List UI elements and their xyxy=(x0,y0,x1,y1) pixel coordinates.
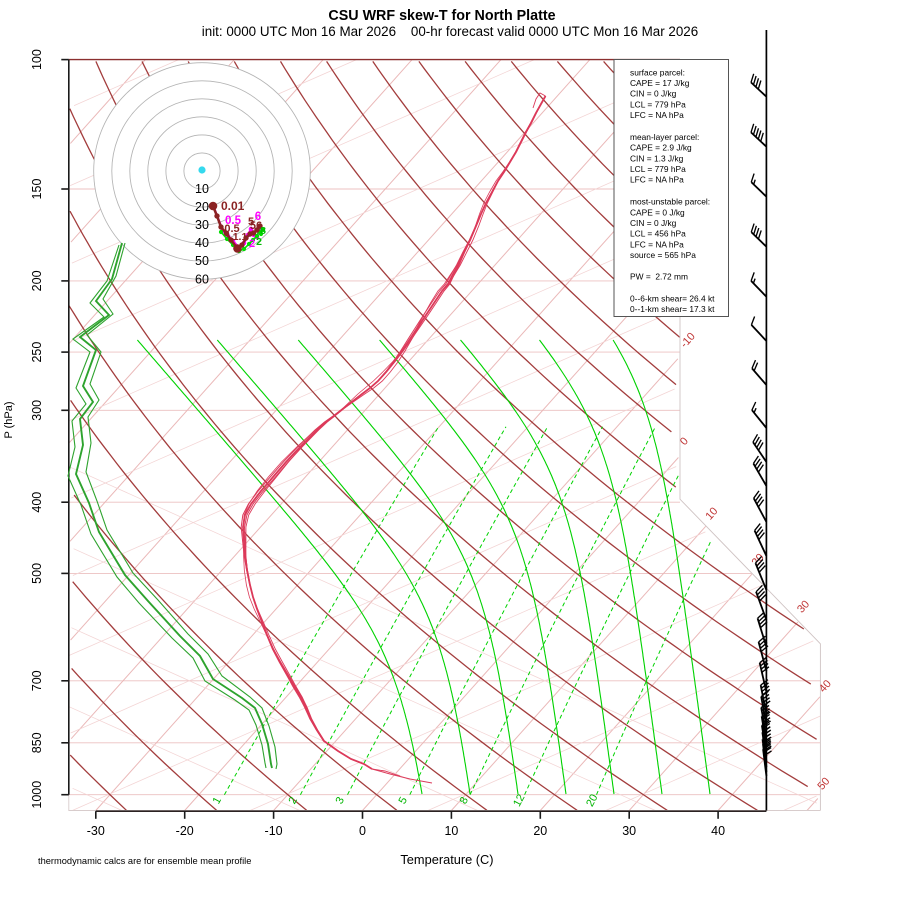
svg-text:CAPE = 17 J/kg: CAPE = 17 J/kg xyxy=(630,78,690,88)
svg-text:Temperature (C): Temperature (C) xyxy=(400,852,493,867)
svg-text:2: 2 xyxy=(256,236,262,248)
svg-text:PW = 2.72 mm: PW = 2.72 mm xyxy=(630,272,688,282)
svg-text:2: 2 xyxy=(287,795,300,806)
svg-text:700: 700 xyxy=(30,670,44,691)
svg-text:surface parcel:: surface parcel: xyxy=(630,67,685,77)
svg-text:0: 0 xyxy=(359,824,366,838)
svg-text:20: 20 xyxy=(584,792,600,808)
svg-text:thermodynamic calcs are for en: thermodynamic calcs are for ensemble mea… xyxy=(38,856,251,866)
svg-text:150: 150 xyxy=(30,179,44,200)
svg-text:50: 50 xyxy=(195,254,209,268)
svg-text:250: 250 xyxy=(30,342,44,363)
svg-text:most-unstable parcel:: most-unstable parcel: xyxy=(630,197,710,207)
svg-text:LFC = NA hPa: LFC = NA hPa xyxy=(630,175,684,185)
svg-text:LFC = NA hPa: LFC = NA hPa xyxy=(630,239,684,249)
svg-text:0.5: 0.5 xyxy=(225,215,242,227)
svg-text:CAPE = 0 J/kg: CAPE = 0 J/kg xyxy=(630,207,685,217)
svg-text:mean-layer parcel:: mean-layer parcel: xyxy=(630,132,699,142)
svg-text:500: 500 xyxy=(30,563,44,584)
svg-text:CSU WRF skew-T for North Platt: CSU WRF skew-T for North Platte xyxy=(328,8,555,24)
svg-text:LCL = 779 hPa: LCL = 779 hPa xyxy=(630,99,686,109)
svg-text:CIN = 0 J/kg: CIN = 0 J/kg xyxy=(630,218,677,228)
svg-text:200: 200 xyxy=(30,270,44,291)
svg-text:P (hPa): P (hPa) xyxy=(3,401,15,438)
svg-text:400: 400 xyxy=(30,492,44,513)
svg-text:0.01: 0.01 xyxy=(221,199,245,213)
svg-text:init: 0000 UTC Mon 16 Mar 2026: init: 0000 UTC Mon 16 Mar 2026 00-hr for… xyxy=(202,24,698,39)
svg-text:1: 1 xyxy=(211,795,224,806)
svg-text:6: 6 xyxy=(255,211,261,223)
svg-text:100: 100 xyxy=(30,49,44,70)
svg-text:1.1: 1.1 xyxy=(233,231,248,243)
svg-text:850: 850 xyxy=(30,732,44,753)
svg-text:LFC = NA hPa: LFC = NA hPa xyxy=(630,110,684,120)
svg-text:3: 3 xyxy=(334,795,347,806)
svg-text:12: 12 xyxy=(511,792,527,808)
svg-text:-30: -30 xyxy=(87,824,105,838)
svg-text:source = 565 hPa: source = 565 hPa xyxy=(630,250,696,260)
svg-text:1000: 1000 xyxy=(30,781,44,809)
svg-text:56: 56 xyxy=(250,220,262,232)
svg-text:10: 10 xyxy=(195,182,209,196)
svg-text:30: 30 xyxy=(195,218,209,232)
svg-text:8: 8 xyxy=(458,795,471,806)
svg-text:30: 30 xyxy=(622,824,636,838)
svg-text:LCL = 779 hPa: LCL = 779 hPa xyxy=(630,164,686,174)
svg-text:CAPE = 2.9 J/kg: CAPE = 2.9 J/kg xyxy=(630,143,692,153)
svg-text:0--6-km shear= 26.4 kt: 0--6-km shear= 26.4 kt xyxy=(630,293,715,303)
svg-text:0.5: 0.5 xyxy=(224,223,239,235)
svg-text:20: 20 xyxy=(195,200,209,214)
svg-text:8: 8 xyxy=(260,225,266,237)
svg-text:-20: -20 xyxy=(176,824,194,838)
svg-text:10: 10 xyxy=(444,824,458,838)
svg-text:40: 40 xyxy=(195,236,209,250)
svg-text:CIN = 1.3 J/kg: CIN = 1.3 J/kg xyxy=(630,153,684,163)
svg-text:2: 2 xyxy=(249,238,255,250)
svg-text:60: 60 xyxy=(195,272,209,286)
svg-text:5: 5 xyxy=(248,216,254,228)
svg-text:LCL = 456 hPa: LCL = 456 hPa xyxy=(630,229,686,239)
svg-text:5: 5 xyxy=(397,795,410,806)
svg-text:300: 300 xyxy=(30,400,44,421)
svg-text:40: 40 xyxy=(711,824,725,838)
svg-text:0--1-km shear= 17.3 kt: 0--1-km shear= 17.3 kt xyxy=(630,304,715,314)
svg-text:CIN = 0 J/kg: CIN = 0 J/kg xyxy=(630,89,677,99)
svg-text:-10: -10 xyxy=(265,824,283,838)
svg-text:20: 20 xyxy=(533,824,547,838)
